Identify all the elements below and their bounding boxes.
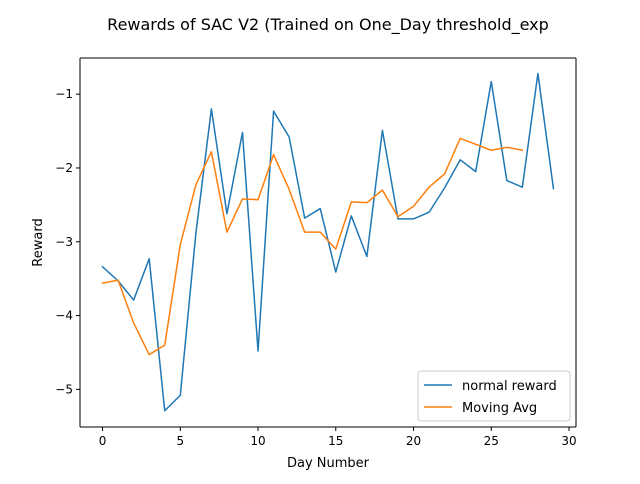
axes-layer	[79, 57, 577, 428]
legend: normal reward Moving Avg	[417, 370, 571, 422]
y-tick-label: −1	[55, 87, 73, 101]
y-tick-label: −3	[55, 235, 73, 249]
legend-box	[417, 370, 571, 422]
legend-label-moving-avg: Moving Avg	[462, 401, 537, 416]
y-tick-label: −2	[55, 161, 73, 175]
x-axis-ticks: 0 5 10 15 20 25 30	[99, 427, 577, 448]
x-tick-label: 0	[99, 434, 107, 448]
x-tick-label: 5	[176, 434, 184, 448]
x-tick-label: 10	[250, 434, 265, 448]
series-layer	[101, 72, 555, 412]
legend-label-normal-reward: normal reward	[462, 379, 557, 394]
y-axis-label: Reward	[31, 218, 46, 266]
y-tick-label: −4	[55, 309, 73, 323]
x-axis-label: Day Number	[287, 456, 370, 471]
series-line-moving-avg	[101, 137, 524, 356]
x-tick-label: 15	[328, 434, 343, 448]
x-tick-label: 25	[484, 434, 499, 448]
y-axis-ticks: −5 −4 −3 −2 −1	[55, 87, 80, 396]
x-tick-label: 20	[406, 434, 421, 448]
y-tick-label: −5	[55, 382, 73, 396]
chart-title: Rewards of SAC V2 (Trained on One_Day th…	[107, 15, 549, 35]
x-tick-label: 30	[561, 434, 576, 448]
